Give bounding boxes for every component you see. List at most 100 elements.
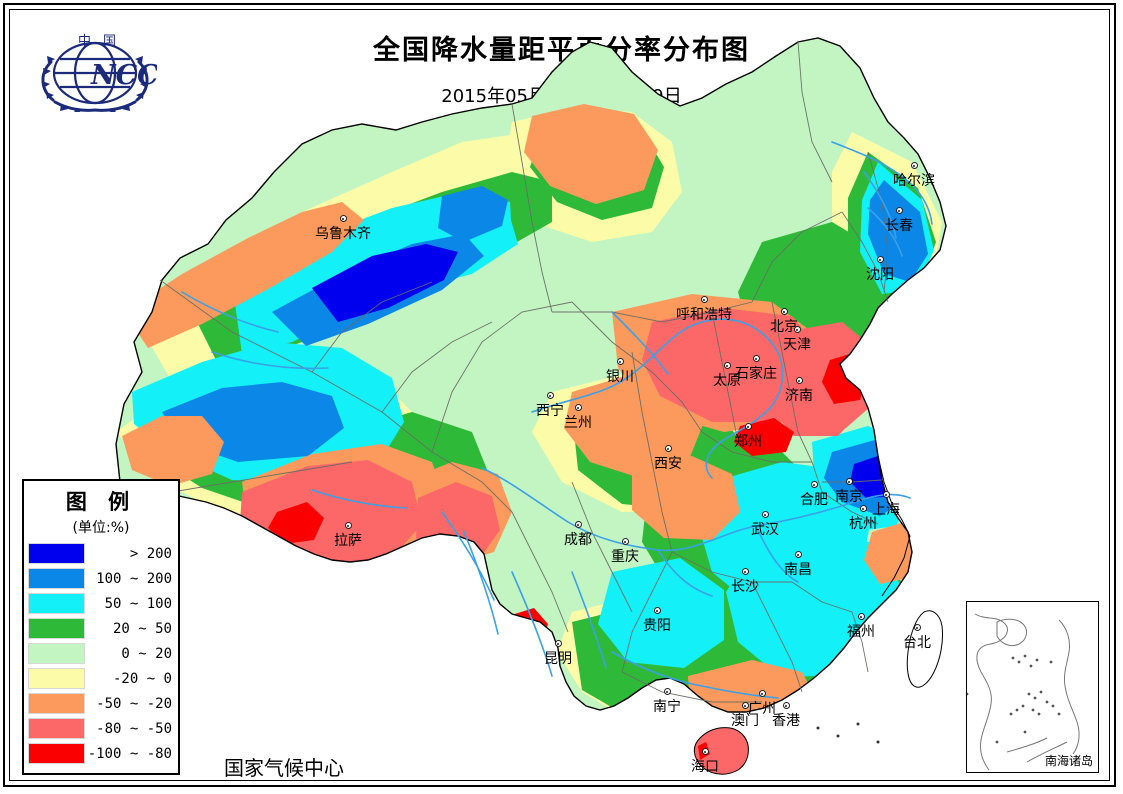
coastline-detail — [877, 455, 911, 597]
legend-swatch — [28, 718, 85, 739]
rivers — [181, 141, 933, 699]
legend-row: 0 ~ 20 — [24, 641, 178, 666]
city-dot-icon — [616, 358, 624, 365]
city-label: 西宁 — [536, 403, 564, 419]
city-dot-icon — [859, 505, 867, 512]
svg-text:国: 国 — [103, 34, 116, 49]
legend-label: 100 ~ 200 — [96, 570, 172, 587]
city-dot-icon — [744, 423, 752, 430]
legend-row: 50 ~ 100 — [24, 591, 178, 616]
legend-label: > 200 — [129, 545, 172, 562]
city-dot-icon — [701, 748, 709, 755]
legend-swatch — [28, 693, 85, 714]
city-dot-icon — [723, 362, 731, 369]
legend-label: -20 ~ 0 — [112, 670, 172, 687]
city-label: 上海 — [872, 502, 900, 518]
city-dot-icon — [782, 702, 790, 709]
outer-border — [3, 3, 1116, 787]
city-dot-icon — [741, 568, 749, 575]
legend-row: 20 ~ 50 — [24, 616, 178, 641]
city-label: 福州 — [847, 624, 875, 640]
city-label: 杭州 — [849, 516, 877, 532]
organization-name: 国家气候中心 — [224, 756, 344, 780]
legend-swatch — [28, 593, 85, 614]
svg-text:中: 中 — [78, 34, 91, 49]
legend-swatch — [28, 618, 85, 639]
city-dot-icon — [910, 162, 918, 169]
svg-text:NCC: NCC — [90, 60, 157, 91]
city-dot-icon — [795, 377, 803, 384]
city-label: 西安 — [654, 456, 682, 472]
city-dot-icon — [344, 522, 352, 529]
china-precipitation-anomaly-map — [12, 12, 1111, 782]
province-boundaries — [159, 41, 889, 703]
city-dot-icon — [758, 690, 766, 697]
inset-label: 南海诸岛 — [1044, 754, 1093, 768]
city-dot-icon — [876, 256, 884, 263]
city-label: 太原 — [713, 373, 741, 389]
city-dot-icon — [653, 607, 661, 614]
city-dot-icon — [554, 640, 562, 647]
city-dot-icon — [761, 511, 769, 518]
legend-label: 50 ~ 100 — [104, 595, 172, 612]
legend-swatch — [28, 543, 85, 564]
city-dot-icon — [700, 296, 708, 303]
ncc-logo-icon: 中 国 NCC — [33, 26, 157, 112]
legend-swatch — [28, 743, 85, 764]
city-label: 澳门 — [731, 713, 759, 729]
city-label: 郑州 — [734, 434, 762, 450]
city-dot-icon — [741, 702, 749, 709]
city-dot-icon — [857, 613, 865, 620]
legend-row: > 200 — [24, 541, 178, 566]
city-label: 呼和浩特 — [676, 307, 732, 323]
legend-unit: (单位:%) — [72, 520, 130, 536]
city-dot-icon — [913, 624, 921, 631]
city-label: 石家庄 — [735, 366, 777, 382]
city-dot-icon — [794, 551, 802, 558]
city-dot-icon — [793, 326, 801, 333]
inset-islets — [967, 654, 1061, 744]
city-label: 合肥 — [800, 492, 828, 508]
city-label: 北京 — [770, 319, 798, 335]
city-label: 台北 — [903, 635, 931, 651]
city-label: 贵阳 — [643, 618, 671, 634]
city-label: 天津 — [783, 337, 811, 353]
south-sea-islets — [816, 722, 880, 744]
city-label: 南昌 — [784, 562, 812, 578]
legend-row: -80 ~ -50 — [24, 716, 178, 741]
city-dot-icon — [339, 215, 347, 222]
legend-label: 20 ~ 50 — [112, 620, 172, 637]
city-label: 兰州 — [564, 415, 592, 431]
city-dot-icon — [663, 688, 671, 695]
legend-row: 100 ~ 200 — [24, 566, 178, 591]
city-dot-icon — [664, 445, 672, 452]
legend-panel: 图 例 (单位:%) > 200 100 ~ 200 50 ~ 100 20 ~ … — [22, 479, 180, 775]
city-label: 广州 — [748, 701, 776, 717]
city-dot-icon — [882, 491, 890, 498]
legend-label: -50 ~ -20 — [96, 695, 172, 712]
page-title: 全国降水量距平百分率分布图 — [373, 35, 750, 66]
city-label: 南宁 — [653, 699, 681, 715]
city-dot-icon — [895, 207, 903, 214]
legend-swatch — [28, 568, 85, 589]
city-label: 长春 — [885, 218, 913, 234]
city-dot-icon — [810, 481, 818, 488]
inner-border — [9, 9, 1110, 781]
legend-row: -100 ~ -80 — [24, 741, 178, 766]
city-dot-icon — [546, 392, 554, 399]
legend-label: -100 ~ -80 — [87, 745, 172, 762]
legend-title: 图 例 — [65, 490, 137, 514]
city-label: 武汉 — [751, 522, 779, 538]
city-label: 沈阳 — [866, 267, 894, 283]
city-label: 香港 — [772, 713, 800, 729]
city-label: 昆明 — [544, 651, 572, 667]
legend-swatch — [28, 643, 85, 664]
legend-row: -50 ~ -20 — [24, 691, 178, 716]
city-dot-icon — [752, 355, 760, 362]
city-label: 银川 — [606, 369, 634, 385]
city-dot-icon — [780, 308, 788, 315]
city-label: 重庆 — [611, 549, 639, 565]
city-dot-icon — [574, 521, 582, 528]
city-label: 海口 — [691, 759, 719, 775]
